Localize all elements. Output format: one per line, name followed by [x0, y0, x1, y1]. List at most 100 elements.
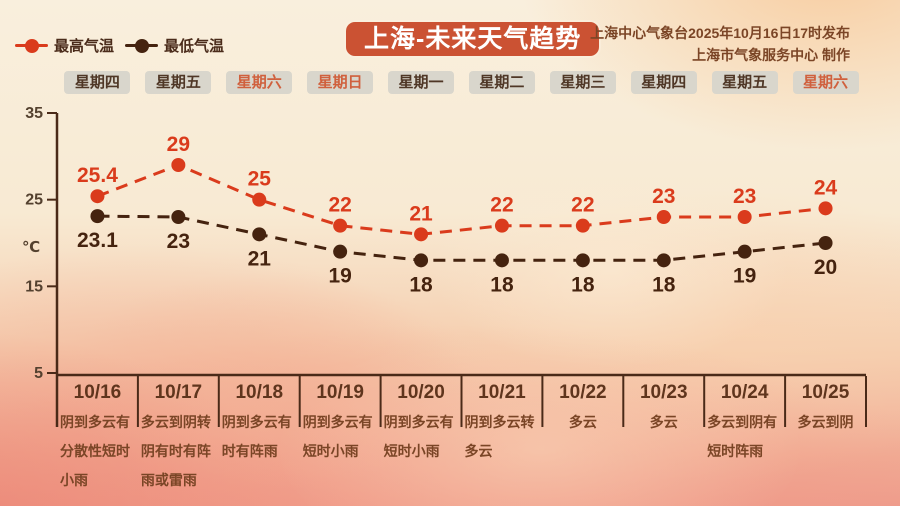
max-temp-point [171, 158, 186, 172]
day-column: 10/17 多云到阴转阴有时有阵雨或雷雨 [141, 380, 216, 495]
day-column: 10/24 多云到阴有短时阵雨 [707, 380, 782, 466]
weekday-pill: 星期四 [64, 71, 131, 94]
max-temp-point [575, 218, 590, 233]
day-date: 10/23 [639, 382, 688, 403]
min-temp-value-label: 23.1 [77, 229, 118, 252]
y-tick-label: 35 [25, 105, 43, 122]
max-temp-point [333, 218, 348, 233]
day-weather-text-inner: 阴到多云转多云 [464, 414, 535, 459]
day-weather-text-inner: 阴到多云有短时小雨 [302, 414, 373, 459]
weekday-pill: 星期四 [630, 71, 697, 94]
legend-item-max-temp: 最高气温 [15, 35, 114, 56]
min-temp-value-label: 18 [490, 273, 514, 296]
max-temp-point [656, 210, 671, 224]
page-title: 上海-未来天气趋势 [346, 22, 600, 56]
max-temp-value-label: 29 [167, 133, 190, 156]
day-date: 10/22 [559, 382, 607, 403]
min-temp-value-label: 18 [652, 273, 676, 296]
day-date: 10/25 [801, 382, 850, 403]
min-temp-point [737, 244, 752, 259]
publisher-info: 上海中心气象台2025年10月16日17时发布 上海市气象服务中心 制作 [590, 22, 850, 66]
day-weather-text: 多云到阴有短时阵雨 [707, 408, 782, 466]
min-temp-point [252, 227, 267, 242]
max-temp-value-label: 22 [328, 194, 351, 217]
day-weather-text: 多云到阴转阴有时有阵雨或雷雨 [141, 408, 216, 495]
publisher-line2: 上海市气象服务中心 制作 [692, 47, 850, 63]
legend: 最高气温 最低气温 [15, 35, 224, 56]
day-column: 10/23 多云 [626, 380, 701, 437]
min-temp-value-label: 18 [571, 273, 595, 296]
max-temp-point [494, 218, 509, 233]
min-temp-point [90, 209, 105, 224]
day-column: 10/19 阴到多云有短时小雨 [303, 380, 378, 466]
legend-max-label: 最高气温 [54, 38, 115, 55]
day-column: 10/21 阴到多云转多云 [465, 380, 540, 466]
max-temp-point [737, 210, 752, 224]
legend-min-label: 最低气温 [164, 38, 225, 55]
min-temp-point [414, 253, 429, 268]
max-temp-point [252, 192, 267, 207]
max-temp-value-label: 23 [652, 185, 675, 208]
min-temp-value-label: 20 [814, 256, 837, 279]
weekday-pill: 星期六 [226, 71, 293, 94]
day-date: 10/19 [316, 382, 364, 403]
weekday-pill: 星期五 [711, 71, 778, 94]
day-column: 10/18 阴到多云有时有阵雨 [222, 380, 297, 466]
weekday-pill: 星期五 [145, 71, 212, 94]
max-temp-value-label: 25 [248, 168, 272, 191]
max-temp-value-label: 23 [733, 185, 756, 208]
day-date: 10/17 [154, 382, 203, 403]
day-weather-text-inner: 多云 [649, 414, 678, 430]
publisher-line1: 上海中心气象台2025年10月16日17时发布 [590, 25, 850, 41]
max-temp-point [414, 227, 429, 242]
day-weather-text: 阴到多云有短时小雨 [303, 408, 378, 466]
day-weather-text-inner: 多云到阴有短时阵雨 [707, 414, 778, 459]
day-column: 10/20 阴到多云有短时小雨 [384, 380, 459, 466]
max-temp-value-label: 25.4 [77, 164, 118, 187]
day-weather-text: 多云 [545, 408, 620, 437]
max-temp-value-label: 21 [409, 202, 433, 225]
y-tick-label: 15 [25, 278, 43, 295]
day-weather-text-inner: 阴到多云有分散性短时小雨 [60, 414, 130, 488]
max-temp-line-dot-icon [15, 44, 48, 47]
day-weather-text: 多云 [626, 408, 701, 437]
min-temp-point [818, 236, 833, 250]
day-date: 10/21 [478, 382, 526, 403]
min-temp-value-label: 19 [733, 265, 756, 288]
day-date: 10/18 [235, 382, 284, 403]
min-temp-line-dot-icon [125, 44, 159, 47]
weekday-pill: 星期一 [388, 71, 455, 94]
min-temp-line [97, 214, 826, 262]
day-weather-text-inner: 多云到阴转阴有时有阵雨或雷雨 [140, 414, 211, 488]
weekday-pill: 星期三 [549, 71, 616, 94]
min-temp-point [575, 253, 590, 268]
max-temp-point [90, 189, 105, 204]
day-date: 10/24 [720, 382, 769, 403]
min-temp-point [494, 253, 509, 268]
day-weather-text: 阴到多云转多云 [465, 408, 540, 466]
day-date: 10/16 [73, 382, 122, 403]
day-weather-text: 阴到多云有时有阵雨 [222, 408, 297, 466]
y-tick-label: 25 [25, 192, 43, 209]
day-column: 10/22 多云 [545, 380, 620, 437]
day-column: 10/16 阴到多云有分散性短时小雨 [60, 380, 135, 495]
day-weather-text: 阴到多云有分散性短时小雨 [60, 408, 135, 495]
min-temp-value-label: 21 [248, 247, 272, 270]
day-weather-text-inner: 多云 [568, 414, 597, 430]
max-temp-value-label: 22 [571, 194, 594, 217]
day-column: 10/25 多云到阴 [788, 380, 863, 437]
day-date: 10/20 [397, 382, 445, 403]
weekday-pill: 星期日 [307, 71, 374, 94]
min-temp-value-label: 19 [328, 265, 351, 288]
y-axis-unit-label: ℃ [22, 239, 40, 256]
max-temp-value-label: 22 [490, 194, 513, 217]
day-weather-text-inner: 阴到多云有时有阵雨 [221, 414, 292, 459]
day-weather-text-inner: 多云到阴 [797, 414, 854, 430]
min-temp-point [656, 253, 671, 268]
min-temp-value-label: 23 [167, 230, 190, 253]
day-weather-text: 多云到阴 [788, 408, 863, 437]
min-temp-point [333, 244, 348, 259]
day-weather-text-inner: 阴到多云有短时小雨 [383, 414, 454, 459]
max-temp-point [818, 201, 833, 216]
